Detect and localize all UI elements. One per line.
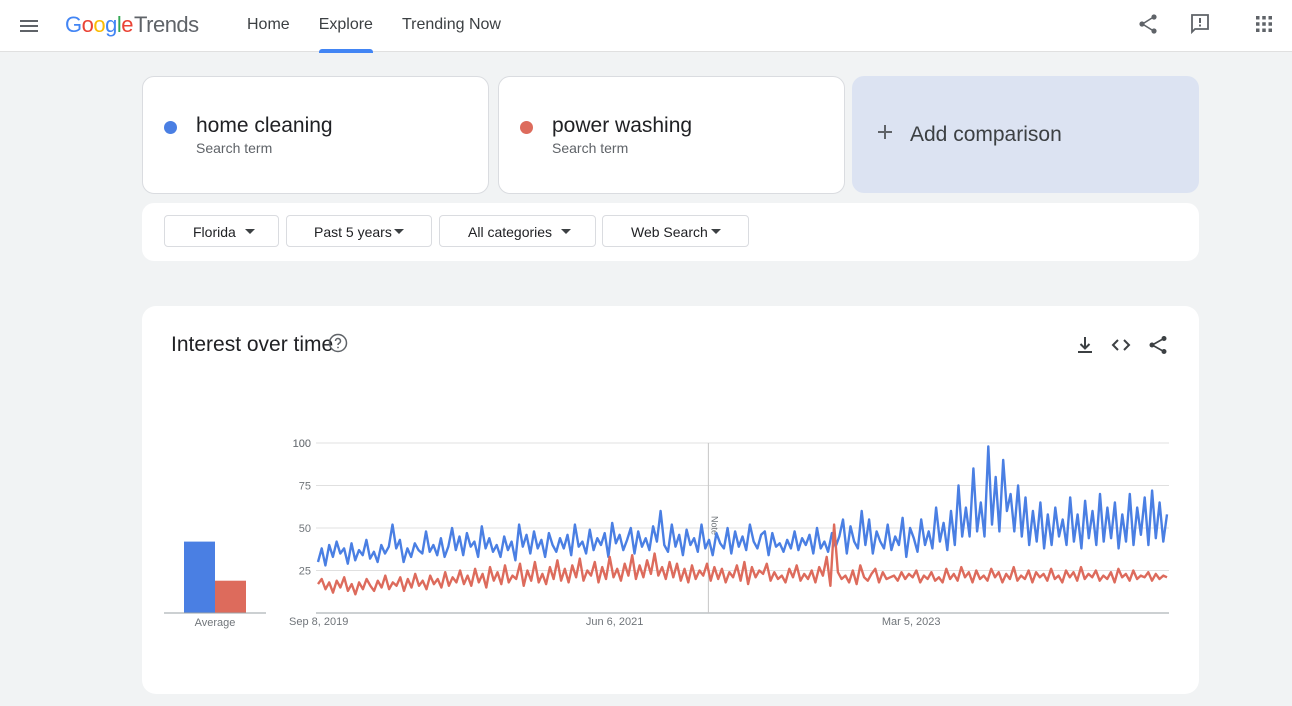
category-filter-dropdown[interactable]: All categories [439, 215, 596, 247]
share-icon[interactable] [1147, 334, 1169, 356]
y-tick-label: 25 [299, 566, 311, 578]
filter-label: Florida [193, 224, 236, 240]
x-tick-label: Jun 6, 2021 [586, 616, 644, 628]
logo-letter: e [121, 12, 134, 37]
dropdown-arrow-icon [394, 229, 404, 234]
logo-letter: o [81, 12, 94, 37]
term-name[interactable]: home cleaning [196, 114, 333, 137]
series-line-power-washing [317, 523, 1168, 596]
series-line-home-cleaning [316, 445, 1169, 567]
logo-letter: l [116, 12, 122, 37]
nav-tab-trending-now[interactable]: Trending Now [401, 16, 501, 33]
term-card-home-cleaning[interactable]: home cleaning Search term [142, 76, 489, 194]
filter-bar: Florida Past 5 years All categories Web … [142, 203, 1199, 261]
logo-letter: G [65, 12, 82, 37]
download-icon[interactable] [1074, 334, 1096, 356]
series-color-dot [520, 121, 533, 134]
average-bar [215, 580, 246, 613]
x-tick-label: Sep 8, 2019 [289, 616, 348, 628]
filter-label: Past 5 years [314, 224, 392, 240]
dropdown-arrow-icon [245, 229, 255, 234]
term-type: Search term [196, 140, 273, 156]
y-tick-label: 75 [299, 481, 311, 493]
share-icon[interactable] [1136, 12, 1160, 36]
y-tick-label: 100 [293, 438, 311, 450]
term-card-power-washing[interactable]: power washing Search term [498, 76, 845, 194]
series-color-dot [164, 121, 177, 134]
dropdown-arrow-icon [561, 229, 571, 234]
term-name[interactable]: power washing [552, 114, 693, 137]
nav-tab-explore[interactable]: Explore [318, 0, 374, 53]
top-app-bar: GoogleTrends Home Explore Trending Now [0, 0, 1292, 53]
average-bar [184, 541, 215, 613]
help-icon[interactable] [328, 333, 348, 353]
filter-label: Web Search [631, 224, 708, 240]
embed-icon[interactable] [1110, 334, 1132, 356]
feedback-icon[interactable] [1188, 12, 1212, 36]
logo-trends-text: Trends [134, 12, 199, 37]
menu-icon[interactable] [17, 14, 41, 38]
plus-icon [878, 125, 892, 139]
main-nav: Home Explore Trending Now [247, 0, 530, 53]
add-comparison-button[interactable]: Add comparison [852, 76, 1199, 193]
card-title: Interest over time [171, 333, 334, 356]
interest-over-time-card: Interest over time 25 50 75 100 100 Note Sep 8… [142, 306, 1199, 694]
dropdown-arrow-icon [711, 229, 721, 234]
x-tick-label: Mar 5, 2023 [882, 616, 941, 628]
y-tick-label: 100 [293, 438, 311, 450]
nav-tab-home[interactable]: Home [247, 16, 290, 33]
logo-letter: o [93, 12, 106, 37]
filter-label: All categories [468, 224, 553, 240]
region-filter-dropdown[interactable]: Florida [164, 215, 279, 247]
term-type: Search term [552, 140, 629, 156]
average-label: Average [195, 617, 236, 629]
search-type-filter-dropdown[interactable]: Web Search [602, 215, 749, 247]
logo-letter: g [105, 12, 117, 37]
y-tick-label: 50 [299, 523, 311, 535]
apps-icon[interactable] [1252, 12, 1276, 36]
time-range-filter-dropdown[interactable]: Past 5 years [286, 215, 432, 247]
google-trends-logo[interactable]: GoogleTrends [65, 12, 199, 38]
note-annotation-label: Note [709, 516, 719, 535]
add-comparison-label: Add comparison [910, 123, 1062, 146]
